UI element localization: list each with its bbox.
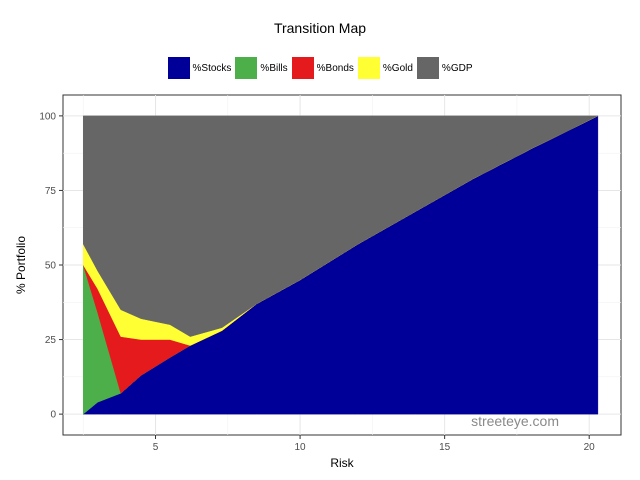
legend-item: %GDP bbox=[416, 57, 473, 79]
legend: %Stocks %Bills %Bonds %Gold %GDP bbox=[0, 57, 640, 79]
legend-key bbox=[416, 57, 439, 79]
legend-key bbox=[291, 57, 314, 79]
legend-item: %Bills bbox=[235, 57, 288, 79]
legend-label: %Bills bbox=[260, 62, 288, 74]
legend-label: %GDP bbox=[441, 62, 473, 74]
y-tick-label: 25 bbox=[45, 335, 57, 346]
legend-label: %Bonds bbox=[316, 62, 354, 74]
y-tick-label: 75 bbox=[45, 186, 57, 197]
y-tick-label: 100 bbox=[39, 111, 56, 122]
legend-label: %Gold bbox=[382, 62, 413, 74]
legend-item: %Bonds bbox=[291, 57, 354, 79]
x-tick-label: 5 bbox=[153, 442, 159, 453]
x-tick-label: 15 bbox=[439, 442, 451, 453]
x-axis-title: Risk bbox=[330, 456, 354, 470]
legend-key bbox=[167, 57, 190, 79]
legend-item: %Stocks bbox=[167, 57, 232, 79]
y-tick-label: 0 bbox=[50, 410, 56, 421]
legend-key bbox=[357, 57, 380, 79]
area-series bbox=[82, 115, 598, 337]
y-axis-title: % Portfolio bbox=[14, 236, 28, 294]
legend-item: %Gold bbox=[357, 57, 413, 79]
x-tick-label: 10 bbox=[295, 442, 307, 453]
chart-title: Transition Map bbox=[273, 20, 367, 36]
legend-key bbox=[235, 57, 258, 79]
y-tick-label: 50 bbox=[45, 261, 57, 272]
watermark-annotation: streeteye.com bbox=[471, 413, 559, 429]
legend-label: %Stocks bbox=[192, 62, 232, 74]
x-tick-label: 20 bbox=[584, 442, 596, 453]
